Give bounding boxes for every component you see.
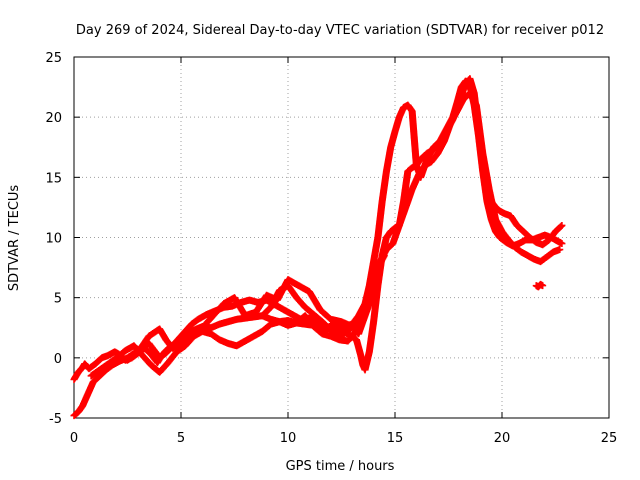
chart-title: Day 269 of 2024, Sidereal Day-to-day VTE… xyxy=(76,23,604,38)
x-tick-label: 20 xyxy=(494,431,511,446)
y-tick-label: 10 xyxy=(45,232,62,247)
x-axis-label: GPS time / hours xyxy=(286,459,395,474)
data-point xyxy=(558,240,566,248)
series-6 xyxy=(532,280,547,291)
y-tick-label: 15 xyxy=(45,171,62,186)
series-3 xyxy=(87,89,564,380)
x-tick-label: 10 xyxy=(280,431,297,446)
series-2 xyxy=(70,75,566,420)
data-point xyxy=(556,246,564,254)
axis-ticks: 0 5 10 15 20 25 -5 0 5 10 15 20 25 xyxy=(45,51,617,446)
y-tick-label: 5 xyxy=(54,292,62,307)
x-tick-label: 25 xyxy=(601,431,618,446)
x-tick-label: 0 xyxy=(70,431,78,446)
x-tick-label: 15 xyxy=(387,431,404,446)
data-point xyxy=(539,282,547,290)
y-tick-label: 20 xyxy=(45,111,62,126)
data-point xyxy=(359,306,367,314)
x-tick-label: 5 xyxy=(177,431,185,446)
data-points xyxy=(70,75,566,420)
y-tick-label: -5 xyxy=(49,412,62,427)
y-tick-label: 0 xyxy=(54,352,62,367)
data-point xyxy=(380,252,388,260)
y-tick-label: 25 xyxy=(45,51,62,66)
data-point xyxy=(558,221,566,229)
y-axis-label: SDTVAR / TECUs xyxy=(7,185,22,292)
series-5 xyxy=(258,282,367,340)
series-4 xyxy=(124,252,388,364)
